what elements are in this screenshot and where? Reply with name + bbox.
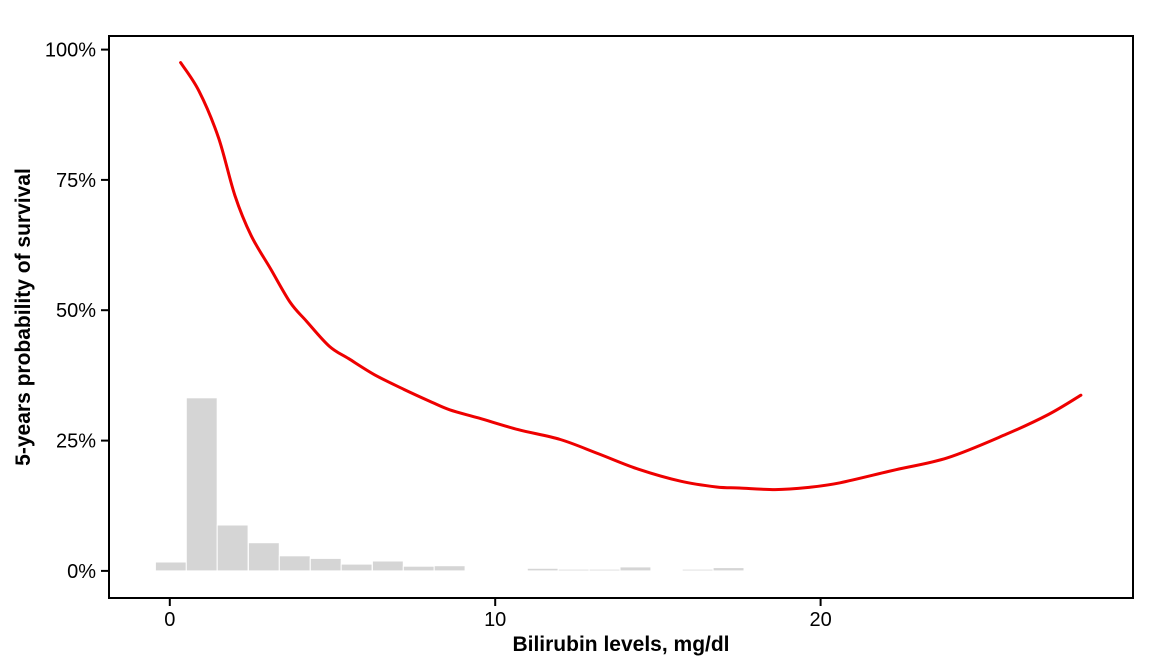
y-axis-tick-label: 75%	[56, 170, 96, 192]
histogram-bar	[557, 568, 590, 572]
histogram-bar	[681, 568, 714, 572]
y-axis-tick-label: 25%	[56, 431, 96, 453]
x-axis-tick-label: 20	[809, 609, 831, 631]
y-axis-tick-label: 100%	[45, 40, 96, 62]
histogram-bar	[185, 397, 218, 572]
histogram-bar	[371, 560, 404, 572]
x-axis-tick-label: 10	[484, 609, 506, 631]
histogram-bar	[712, 567, 745, 572]
histogram-bar	[526, 567, 559, 572]
survival-curve	[179, 61, 1083, 492]
histogram-bar	[433, 565, 466, 572]
histogram-bar	[247, 542, 280, 572]
x-axis-tick-label: 0	[164, 609, 175, 631]
histogram-bar	[154, 561, 187, 572]
histogram-bar	[588, 568, 621, 572]
y-axis-tick-label: 50%	[56, 300, 96, 322]
y-axis-tick-label: 0%	[67, 561, 96, 583]
histogram-bar	[309, 557, 342, 572]
y-axis-title: 5-years probability of survival	[12, 168, 35, 466]
x-axis-title: Bilirubin levels, mg/dl	[512, 633, 730, 656]
histogram-bar	[278, 555, 311, 572]
histogram-bar	[340, 563, 373, 572]
histogram-bar	[402, 565, 435, 572]
histogram-bar	[216, 524, 249, 572]
panel-border	[108, 35, 1134, 599]
histogram-bar	[619, 566, 652, 572]
